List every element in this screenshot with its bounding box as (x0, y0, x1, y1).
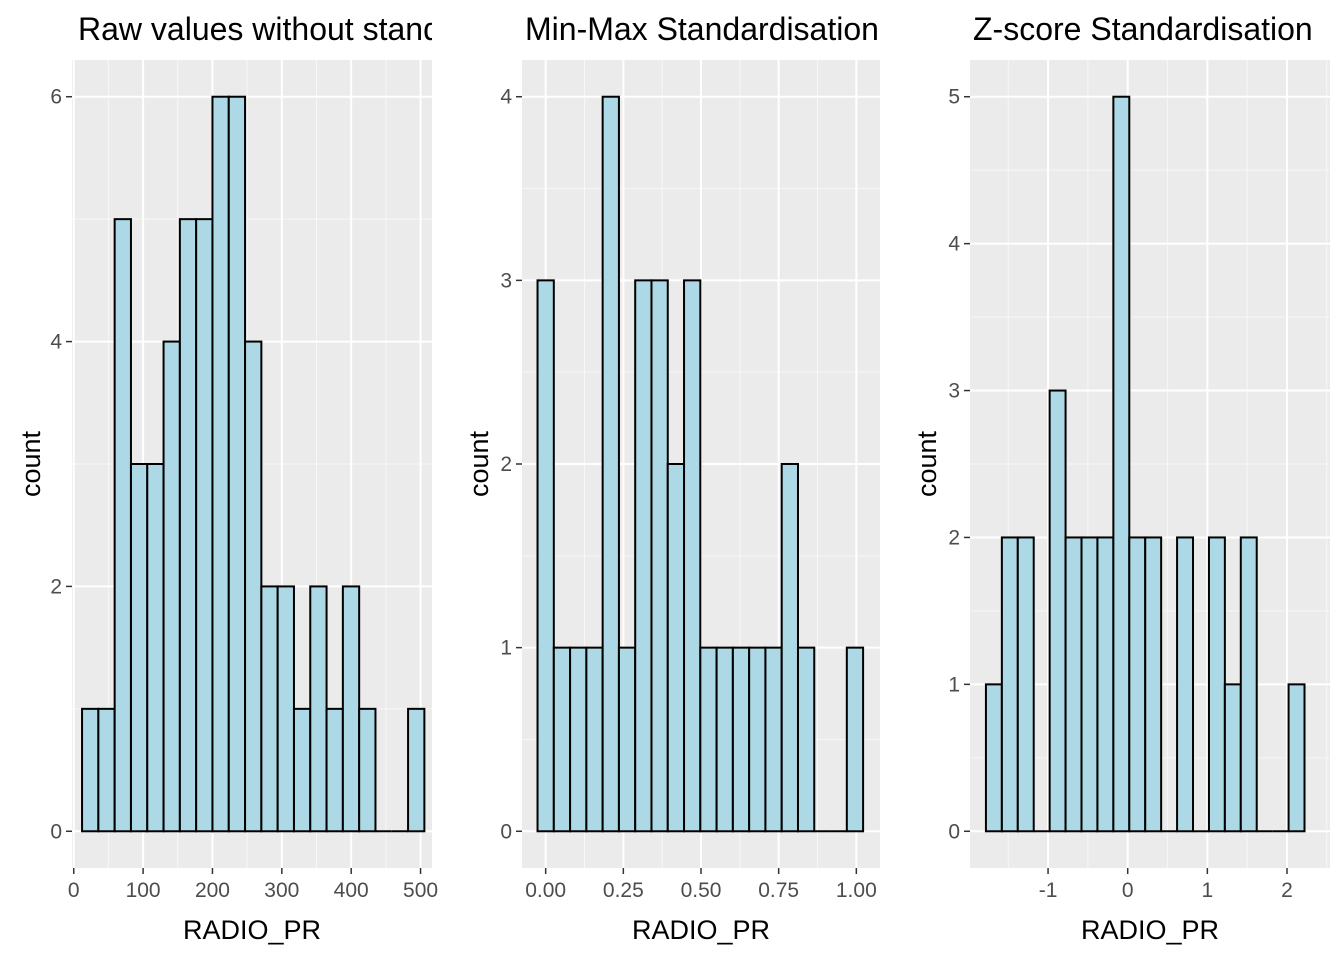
chart-panel-2: 0.00 0.25 0.50 0.75 1.00 0 1 2 3 4 RADIO_PR count Mi… (464, 11, 880, 945)
y-tick-label: 2 (948, 526, 960, 549)
histogram-bar (748, 646, 767, 833)
x-axis-title: RADIO_PR (632, 915, 770, 945)
histogram-bar (780, 463, 799, 833)
histogram-bar (617, 646, 637, 833)
histogram-bar (1064, 536, 1083, 833)
histogram-bar (292, 707, 312, 833)
histogram-bar (146, 463, 165, 833)
histogram-bar (984, 683, 1003, 833)
x-axis-title: RADIO_PR (183, 915, 321, 945)
histogram-bar (1048, 389, 1067, 833)
x-tick-label: 0 (68, 879, 80, 902)
x-tick-label: 400 (334, 879, 369, 902)
y-tick-label: 6 (50, 86, 62, 109)
x-tick-label: 0 (1122, 879, 1134, 902)
histogram-bar (1128, 536, 1147, 833)
histogram-bar (97, 707, 116, 833)
y-tick-label: 4 (50, 331, 62, 354)
y-tick-label: 1 (500, 637, 512, 660)
histogram-bar (178, 218, 198, 833)
histogram-bar (1016, 536, 1035, 833)
x-tick-label: -1 (1039, 879, 1058, 902)
histogram-bar (129, 463, 149, 833)
histogram-bar (211, 95, 230, 833)
histogram-bar (731, 646, 751, 833)
histogram-bar (276, 585, 295, 833)
histogram-bar (325, 707, 344, 833)
histogram-bar (552, 646, 572, 833)
histogram-bar (407, 707, 426, 833)
histogram-bar (309, 585, 328, 833)
chart-panel-1: 0 100 200 300 400 500 0 2 4 6 RADIO_PR count Raw val… (16, 11, 580, 945)
histogram-bar (1176, 536, 1195, 833)
histogram-bar (845, 646, 865, 833)
chart-title: Min-Max Standardisation (525, 11, 879, 47)
histogram-bar (195, 218, 214, 833)
histogram-bar (569, 646, 588, 833)
x-tick-label: 2 (1281, 879, 1293, 902)
y-tick-label: 2 (500, 453, 512, 476)
y-tick-label: 2 (50, 575, 62, 598)
histogram-bar (715, 646, 734, 833)
x-tick-label: 0.00 (525, 879, 566, 902)
histogram-bar (162, 340, 181, 833)
histogram-bar (683, 279, 702, 833)
x-tick-label: 0.75 (758, 879, 799, 902)
histogram-bar (699, 646, 718, 833)
histogram-bar (634, 279, 653, 833)
x-axis-title: RADIO_PR (1081, 915, 1219, 945)
histogram-bar (650, 279, 669, 833)
histogram-bar (244, 340, 263, 833)
histogram-bar (1000, 536, 1019, 833)
y-tick-label: 0 (948, 820, 960, 843)
y-tick-label: 4 (948, 233, 960, 256)
bars (81, 95, 426, 833)
x-tick-label: 0.25 (603, 879, 644, 902)
histogram-bar (1287, 683, 1306, 833)
histogram-bar (358, 707, 377, 833)
y-axis-title: count (16, 430, 46, 497)
y-tick-label: 3 (948, 380, 960, 403)
histogram-bar (1207, 536, 1226, 833)
histogram-bar (764, 646, 783, 833)
chart-title: Raw values without standardisation (78, 11, 580, 47)
bars (984, 95, 1306, 833)
histogram-bar (227, 95, 247, 833)
histogram-bar (536, 279, 555, 833)
x-tick-label: 1 (1202, 879, 1214, 902)
histogram-bar (1080, 536, 1099, 833)
y-axis-title: count (464, 430, 494, 497)
chart-panel-3: -1 0 1 2 0 1 2 3 4 5 RADIO_PR count Z-score Standard… (912, 11, 1330, 945)
histogram-bar (796, 646, 816, 833)
histogram-bar (601, 95, 620, 833)
histogram-bar (1144, 536, 1163, 833)
histogram-bar (1223, 683, 1242, 833)
y-tick-label: 1 (948, 673, 960, 696)
y-tick-label: 0 (50, 820, 62, 843)
histogram-bar (666, 463, 686, 833)
y-tick-label: 4 (500, 86, 512, 109)
x-tick-label: 100 (126, 879, 161, 902)
x-tick-label: 1.00 (836, 879, 877, 902)
histogram-bar (260, 585, 279, 833)
histogram-bar (81, 707, 100, 833)
x-tick-label: 300 (264, 879, 299, 902)
x-tick-label: 500 (403, 879, 438, 902)
y-axis-title: count (912, 430, 942, 497)
histogram-bar (585, 646, 604, 833)
y-tick-label: 5 (948, 86, 960, 109)
y-tick-label: 0 (500, 820, 512, 843)
histogram-bar (1112, 95, 1131, 833)
histogram-bar (341, 585, 361, 833)
x-tick-label: 200 (195, 879, 230, 902)
histogram-bar (1239, 536, 1258, 833)
chart-title: Z-score Standardisation (973, 11, 1313, 47)
histogram-bar (113, 218, 132, 833)
bars (536, 95, 865, 833)
x-tick-label: 0.50 (681, 879, 722, 902)
histogram-bar (1096, 536, 1115, 833)
y-tick-label: 3 (500, 269, 512, 292)
